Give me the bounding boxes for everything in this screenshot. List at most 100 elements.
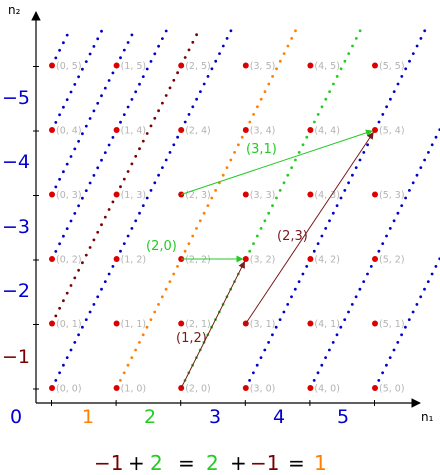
line-dot bbox=[187, 113, 191, 116]
line-dot bbox=[183, 249, 187, 253]
lattice-point bbox=[113, 62, 120, 69]
line-dot bbox=[388, 356, 392, 359]
line-dot bbox=[263, 348, 267, 352]
line-dot bbox=[377, 249, 381, 253]
line-dot bbox=[172, 143, 176, 147]
line-dot bbox=[88, 310, 92, 314]
line-dot bbox=[278, 189, 282, 192]
line-dot bbox=[187, 48, 191, 52]
line-dot bbox=[130, 162, 134, 166]
line-dot bbox=[202, 211, 206, 215]
dotted-line bbox=[115, 29, 297, 390]
line-dot bbox=[130, 227, 134, 230]
line-dot bbox=[69, 219, 73, 223]
line-dot bbox=[229, 29, 233, 33]
line-dot bbox=[290, 166, 293, 170]
lattice-point-label: (1, 2) bbox=[121, 255, 147, 266]
lattice-point-label: (0, 4) bbox=[56, 126, 82, 137]
line-dot bbox=[65, 98, 69, 101]
lattice-point-label: (3, 3) bbox=[250, 190, 276, 201]
line-dot bbox=[275, 196, 278, 200]
line-dot bbox=[328, 348, 331, 352]
line-dot bbox=[339, 196, 343, 200]
line-dot bbox=[278, 318, 282, 321]
line-dot bbox=[381, 371, 384, 375]
line-dot bbox=[252, 242, 255, 246]
line-dot bbox=[77, 268, 80, 272]
line-dot bbox=[84, 60, 88, 63]
line-dot bbox=[263, 90, 267, 93]
line-dot bbox=[73, 147, 77, 151]
lattice-point bbox=[49, 62, 55, 69]
line-dot bbox=[164, 158, 168, 162]
lattice-point-label: (1, 0) bbox=[121, 384, 147, 395]
origin-label: 0 bbox=[10, 406, 22, 428]
line-dot bbox=[92, 238, 96, 242]
dotted-line bbox=[50, 29, 168, 261]
line-dot bbox=[240, 135, 244, 139]
equation-plus-1: + bbox=[128, 451, 145, 475]
lattice-point-label: (1, 4) bbox=[121, 126, 147, 137]
line-dot bbox=[84, 318, 88, 321]
line-dot bbox=[73, 341, 77, 344]
lattice-point bbox=[242, 127, 249, 133]
line-dot bbox=[267, 211, 271, 215]
line-dot bbox=[271, 333, 274, 337]
lattice-point bbox=[113, 127, 120, 133]
lattice-point-label: (0, 1) bbox=[56, 319, 82, 330]
line-dot bbox=[157, 173, 161, 177]
line-dot bbox=[396, 82, 400, 86]
x-number-5: 5 bbox=[337, 406, 349, 428]
line-dot bbox=[141, 204, 145, 208]
y-axis-label: n₂ bbox=[8, 3, 21, 17]
line-dot bbox=[84, 253, 88, 257]
line-dot bbox=[149, 60, 153, 63]
line-dot bbox=[324, 227, 328, 230]
line-dot bbox=[400, 75, 404, 78]
line-dot bbox=[176, 135, 180, 139]
line-dot bbox=[335, 333, 339, 337]
line-dot bbox=[335, 204, 339, 208]
line-dot bbox=[88, 246, 92, 249]
line-dot bbox=[157, 303, 160, 306]
line-dot bbox=[172, 272, 176, 276]
line-dot bbox=[69, 284, 73, 287]
line-dot bbox=[225, 166, 229, 170]
line-dot bbox=[126, 105, 130, 109]
vector-arrow bbox=[245, 131, 374, 324]
line-dot bbox=[267, 341, 270, 344]
line-dot bbox=[275, 67, 278, 71]
line-dot bbox=[316, 242, 320, 246]
line-dot bbox=[88, 181, 92, 185]
line-dot bbox=[134, 154, 138, 158]
line-dot bbox=[65, 227, 69, 231]
lattice-point-label: (4, 2) bbox=[314, 255, 340, 266]
line-dot bbox=[286, 173, 290, 177]
line-dot bbox=[149, 318, 153, 321]
line-dot bbox=[58, 371, 61, 375]
equation-term-3: 2 bbox=[206, 451, 219, 475]
line-dot bbox=[366, 272, 369, 276]
line-dot bbox=[214, 59, 218, 63]
y-number-1: −1 bbox=[2, 346, 30, 368]
line-dot bbox=[58, 113, 61, 117]
lattice-point-label: (3, 0) bbox=[250, 384, 276, 395]
lattice-point bbox=[372, 127, 378, 133]
line-dot bbox=[389, 97, 392, 101]
line-dot bbox=[168, 280, 172, 283]
line-dot bbox=[96, 295, 100, 299]
lattice-point-label: (1, 3) bbox=[121, 190, 147, 201]
lattice-point-label: (2, 0) bbox=[185, 384, 211, 395]
line-dot bbox=[331, 341, 335, 344]
x-number-1: 1 bbox=[82, 406, 94, 428]
equation-term-4: −1 bbox=[250, 451, 279, 475]
line-dot bbox=[96, 37, 100, 41]
line-dot bbox=[122, 371, 126, 375]
line-dot bbox=[407, 318, 411, 321]
line-dot bbox=[392, 90, 396, 93]
line-dot bbox=[415, 44, 419, 48]
equation: −1 + 2 = 2 + −1 = 1 bbox=[94, 451, 327, 475]
line-dot bbox=[65, 33, 69, 37]
line-dot bbox=[81, 67, 84, 71]
lattice-point-label: (2, 5) bbox=[185, 61, 211, 72]
